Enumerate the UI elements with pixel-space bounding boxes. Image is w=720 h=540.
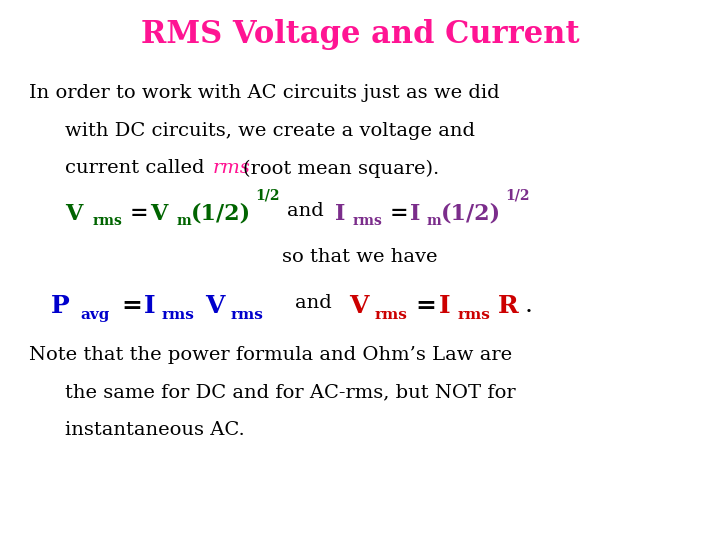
Text: m: m: [427, 214, 441, 228]
Text: .: .: [524, 294, 532, 318]
Text: In order to work with AC circuits just as we did: In order to work with AC circuits just a…: [29, 84, 500, 102]
Text: I: I: [439, 294, 451, 318]
Text: the same for DC and for AC-rms, but NOT for: the same for DC and for AC-rms, but NOT …: [65, 383, 516, 401]
Text: =: =: [415, 294, 436, 318]
Text: rms: rms: [353, 214, 382, 228]
Text: V: V: [65, 202, 82, 225]
Text: and: and: [295, 294, 332, 312]
Text: avg: avg: [81, 308, 110, 322]
Text: rms: rms: [162, 308, 195, 322]
Text: with DC circuits, we create a voltage and: with DC circuits, we create a voltage an…: [65, 122, 474, 139]
Text: 1/2: 1/2: [505, 188, 530, 202]
Text: I: I: [144, 294, 156, 318]
Text: so that we have: so that we have: [282, 248, 438, 266]
Text: rms: rms: [457, 308, 490, 322]
Text: I: I: [410, 202, 420, 225]
Text: and: and: [287, 202, 323, 220]
Text: 1/2: 1/2: [256, 188, 280, 202]
Text: instantaneous AC.: instantaneous AC.: [65, 421, 245, 439]
Text: (1/2): (1/2): [441, 202, 502, 225]
Text: current called: current called: [65, 159, 210, 177]
Text: m: m: [176, 214, 191, 228]
Text: R: R: [498, 294, 519, 318]
Text: rms: rms: [212, 159, 251, 177]
Text: P: P: [50, 294, 69, 318]
Text: =: =: [390, 202, 408, 225]
Text: (1/2): (1/2): [191, 202, 251, 225]
Text: I: I: [335, 202, 345, 225]
Text: rms: rms: [374, 308, 408, 322]
Text: =: =: [121, 294, 142, 318]
Text: RMS Voltage and Current: RMS Voltage and Current: [140, 19, 580, 50]
Text: V: V: [349, 294, 369, 318]
Text: V: V: [205, 294, 225, 318]
Text: rms: rms: [230, 308, 264, 322]
Text: rms: rms: [92, 214, 122, 228]
Text: (root mean square).: (root mean square).: [243, 159, 440, 178]
Text: Note that the power formula and Ohm’s Law are: Note that the power formula and Ohm’s La…: [29, 346, 512, 363]
Text: =: =: [130, 202, 148, 225]
Text: V: V: [150, 202, 167, 225]
